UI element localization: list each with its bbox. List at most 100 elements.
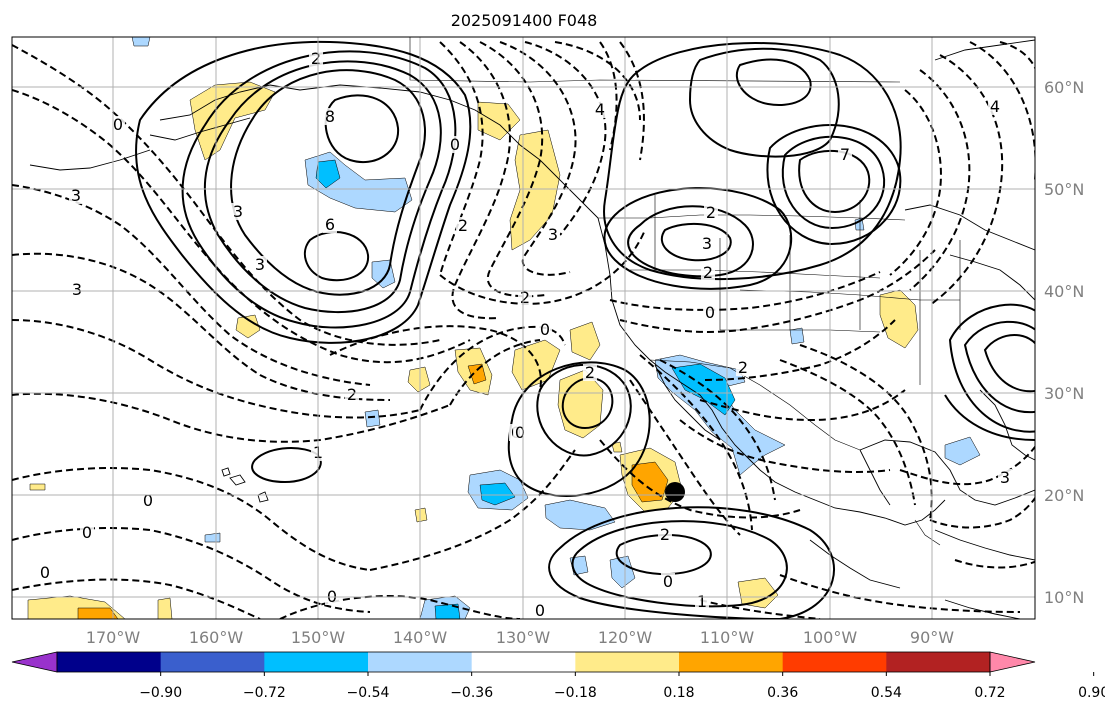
contour-label: 2 (738, 358, 748, 377)
positive-anomaly-patch (235, 314, 261, 339)
contour-label-bg (448, 136, 462, 153)
negative-anomaly-patch (544, 499, 616, 531)
contour-label-bg (658, 526, 672, 543)
colorbar-segment (264, 652, 369, 672)
contour-label: 2 (706, 203, 716, 222)
contour-label: 8 (325, 107, 335, 126)
lon-tick-label: 150°W (291, 628, 346, 647)
negative-anomaly-patch (479, 482, 516, 506)
colorbar-tick-label: −0.18 (554, 685, 597, 701)
colorbar-segment (886, 652, 991, 672)
contour-label-bg (141, 492, 155, 509)
positive-anomaly-patch (879, 289, 919, 349)
contour-label-bg (998, 469, 1012, 486)
colorbar: −0.90 −0.72 −0.54 −0.36 −0.18 0.18 0.36 0.54 0.7… (11, 651, 1105, 701)
contour-label-bg (111, 116, 125, 133)
map-frame (11, 36, 1036, 620)
lon-tick-label: 110°W (700, 628, 755, 647)
lon-tick-label: 160°W (189, 628, 244, 647)
contour-label-bg (456, 217, 470, 234)
contour-label: 6 (325, 215, 335, 234)
solid-contours (135, 40, 1035, 619)
positive-anomaly-patch (77, 607, 119, 619)
contour-label: 0 (540, 320, 550, 339)
contour-label-bg (700, 235, 714, 252)
location-marker (665, 482, 685, 502)
contour-label-bg (231, 203, 245, 220)
lat-tick-label: 10°N (1044, 588, 1084, 607)
contour-label-bg (80, 524, 94, 541)
contour-label: 3 (72, 280, 82, 299)
contour-label-bg (518, 289, 532, 306)
contour-label-bg (701, 264, 715, 281)
contour-label-bg (533, 602, 547, 619)
colorbar-tick-label: −0.72 (243, 685, 286, 701)
positive-anomaly-patch (29, 483, 46, 491)
colorbar-segments (57, 652, 991, 672)
colorbar-tick-label: −0.54 (347, 685, 390, 701)
lon-tick-label: 170°W (86, 628, 141, 647)
positive-anomaly-patch (611, 441, 623, 453)
contour-label: 3 (255, 255, 265, 274)
contour-label: 3 (71, 186, 81, 205)
positive-anomaly-patch (467, 363, 487, 385)
contour-label: 1 (697, 592, 707, 611)
colorbar-segment (679, 652, 784, 672)
colorbar-segment (57, 652, 162, 672)
coastlines (29, 39, 1035, 619)
contour-label: 3 (548, 225, 558, 244)
positive-anomaly-patch (737, 577, 779, 609)
colorbar-tick-label: 0.54 (871, 685, 902, 701)
contour-label-bg (838, 146, 852, 163)
negative-anomaly-patch (671, 363, 736, 416)
contour-label-bg (253, 256, 267, 273)
colorbar-segment (782, 652, 887, 672)
colorbar-tick-label: −0.90 (139, 685, 182, 701)
shaded-anomaly-areas (27, 37, 981, 619)
contour-label-bg (704, 204, 718, 221)
colorbar-segment (160, 652, 265, 672)
contour-label-bg (583, 364, 597, 381)
positive-anomaly-patch (631, 461, 669, 503)
contour-label-bg (736, 359, 750, 376)
lat-tick-label: 30°N (1044, 384, 1084, 403)
negative-anomaly-patch (944, 436, 981, 466)
contour-label-bg (38, 564, 52, 581)
contour-label: 2 (458, 216, 468, 235)
contour-label: 2 (347, 385, 357, 404)
contour-label: 0 (515, 423, 525, 442)
colorbar-extend-low (11, 651, 58, 673)
contour-label-bg (703, 304, 717, 321)
lon-tick-label: 140°W (393, 628, 448, 647)
colorbar-frame (56, 651, 991, 673)
lat-tick-label: 60°N (1044, 78, 1084, 97)
contour-label: 0 (450, 135, 460, 154)
lat-tick-label: 50°N (1044, 180, 1084, 199)
positive-anomaly-patch (407, 366, 431, 393)
contour-label-bg (661, 573, 675, 590)
colorbar-tick-label: 0.72 (974, 685, 1005, 701)
colorbar-segment (575, 652, 680, 672)
contour-label-bg (323, 108, 337, 125)
positive-anomaly-patch (189, 81, 276, 161)
contour-label: 3 (1000, 468, 1010, 487)
lon-tick-label: 90°W (910, 628, 954, 647)
lat-tick-label: 40°N (1044, 282, 1084, 301)
lon-tick-label: 100°W (803, 628, 858, 647)
contour-label: 0 (40, 563, 50, 582)
figure-title: 2025091400 F048 (451, 11, 598, 30)
contour-label-bg (70, 281, 84, 298)
contour-label-bg (323, 216, 337, 233)
contour-label: 4 (990, 97, 1000, 116)
colorbar-extend-high (989, 651, 1036, 673)
colorbar-tick-label: 0.90 (1078, 685, 1105, 701)
contour-label: 2 (660, 525, 670, 544)
contour-label-bg (309, 50, 323, 67)
colorbar-tick-label: 0.18 (663, 685, 694, 701)
latitude-labels: 60°N 50°N 40°N 30°N 20°N 10°N (1044, 78, 1084, 607)
contour-label: 0 (663, 572, 673, 591)
contour-label: 4 (595, 100, 605, 119)
contour-label: 0 (535, 601, 545, 620)
contour-label-bg (345, 386, 359, 403)
